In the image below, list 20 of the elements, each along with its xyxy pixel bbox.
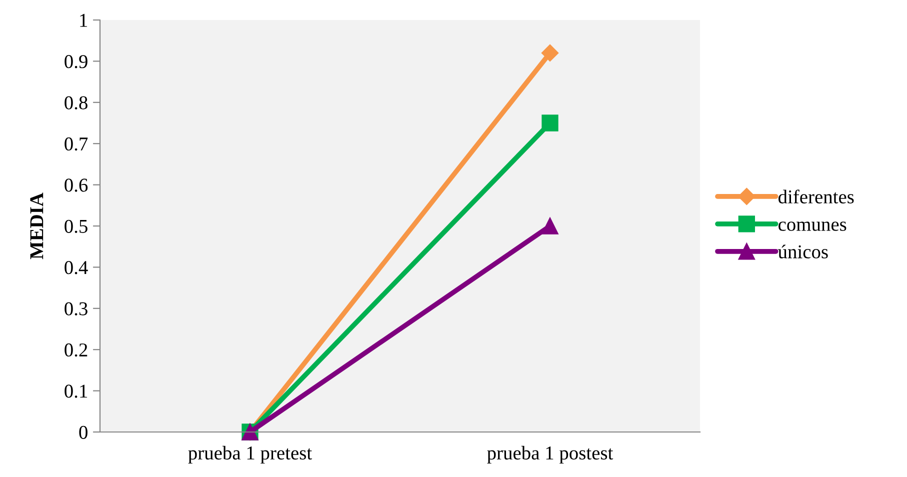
x-tick-label: prueba 1 postest [487,446,614,464]
y-tick-label: 0.8 [64,96,88,110]
point [542,114,558,132]
y-tick-label: 0.2 [64,343,88,357]
y-tick-label: 1 [80,14,88,27]
legend-label: comunes [778,222,846,231]
point [541,44,559,62]
y-axis-title: MEDIA [30,192,44,260]
y-tick-label: 0.5 [64,220,88,234]
y-tick-label: 0 [79,426,88,439]
point [542,218,558,234]
y-tick-label: 0.9 [64,55,88,68]
y-tick-label: 0.3 [64,302,88,316]
x-tick-label: prueba 1 pretest [188,446,312,464]
y-tick-label: 0.4 [64,261,88,274]
y-tick-label: 0.6 [64,178,88,192]
legend-label: diferentes [778,190,854,204]
y-tick-label: 0.7 [64,137,88,151]
y-tick-label: 0.1 [64,384,88,398]
legend-label: únicos [778,244,828,258]
